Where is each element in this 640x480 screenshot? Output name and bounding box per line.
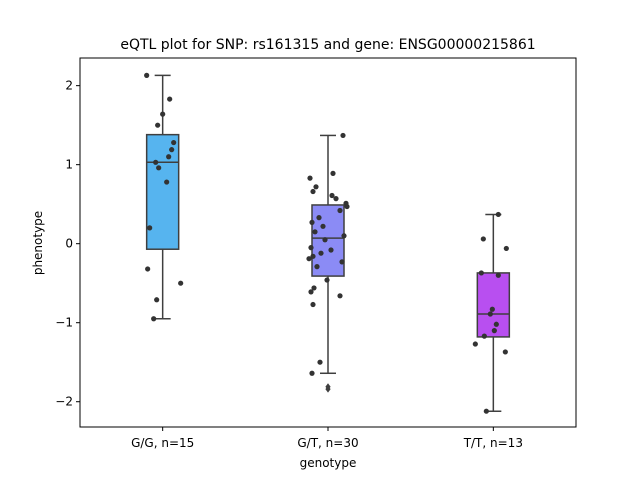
data-point [320, 223, 326, 229]
data-point [339, 259, 345, 265]
y-tick-label: −1 [55, 316, 73, 330]
data-point [344, 203, 350, 210]
y-axis: −2 −1 0 1 2 [55, 79, 80, 409]
data-point [478, 270, 484, 276]
y-tick-label: 1 [65, 158, 73, 172]
data-point [312, 229, 318, 235]
data-point [147, 225, 153, 231]
data-point [328, 247, 334, 253]
data-point [310, 301, 316, 308]
data-point [495, 272, 501, 278]
data-point [178, 280, 184, 286]
data-point [308, 289, 314, 295]
x-tick-label: G/T, n=30 [297, 436, 358, 450]
data-point [308, 245, 314, 251]
data-point [314, 263, 320, 270]
box-iqr [476, 272, 511, 338]
data-point [313, 184, 319, 190]
points-layer [144, 72, 509, 414]
data-point [483, 408, 489, 414]
data-point [322, 237, 328, 243]
data-point [167, 96, 173, 102]
outlier-marker [325, 385, 331, 393]
data-point [333, 196, 339, 202]
x-tick-label: G/G, n=15 [131, 436, 194, 450]
data-point [307, 175, 313, 181]
data-point [153, 159, 159, 165]
data-point [480, 236, 486, 242]
data-point [310, 188, 316, 195]
x-tick-label: T/T, n=13 [463, 436, 523, 450]
data-point [495, 211, 501, 218]
plot-area [144, 72, 511, 414]
data-point [337, 207, 343, 214]
data-point [309, 370, 315, 376]
y-tick-label: 0 [65, 237, 73, 251]
data-point [144, 72, 150, 78]
data-point [487, 311, 493, 317]
data-point [154, 297, 160, 303]
box-group [476, 213, 511, 412]
x-axis: G/G, n=15 G/T, n=30 T/T, n=13 [131, 427, 523, 450]
data-point [341, 233, 347, 239]
data-point [317, 359, 323, 365]
data-point [156, 165, 162, 171]
data-point [330, 170, 336, 176]
x-axis-label: genotype [300, 456, 357, 470]
data-point [503, 245, 509, 252]
data-point [151, 316, 157, 322]
data-point [171, 139, 177, 146]
data-point [164, 179, 170, 185]
data-point [316, 215, 322, 221]
data-point [340, 132, 346, 139]
box-iqr [145, 133, 180, 250]
data-point [472, 341, 478, 347]
data-point [318, 250, 324, 256]
y-tick-label: 2 [65, 79, 73, 93]
data-point [481, 333, 487, 339]
data-point [502, 349, 508, 355]
data-point [155, 122, 161, 128]
data-point [491, 328, 497, 334]
data-point [337, 293, 343, 299]
data-point [310, 253, 316, 259]
data-point [166, 154, 172, 160]
box-group [145, 74, 180, 320]
data-point [169, 147, 175, 153]
y-axis-label: phenotype [31, 211, 45, 275]
data-point [145, 266, 151, 272]
data-point [329, 192, 335, 199]
data-point [324, 277, 330, 283]
data-point [309, 219, 315, 225]
data-point [306, 256, 312, 262]
y-tick-label: −2 [55, 395, 73, 409]
data-point [493, 321, 499, 327]
data-point [489, 306, 495, 312]
data-point [160, 111, 166, 117]
data-point [311, 285, 317, 291]
chart-title: eQTL plot for SNP: rs161315 and gene: EN… [120, 37, 535, 53]
